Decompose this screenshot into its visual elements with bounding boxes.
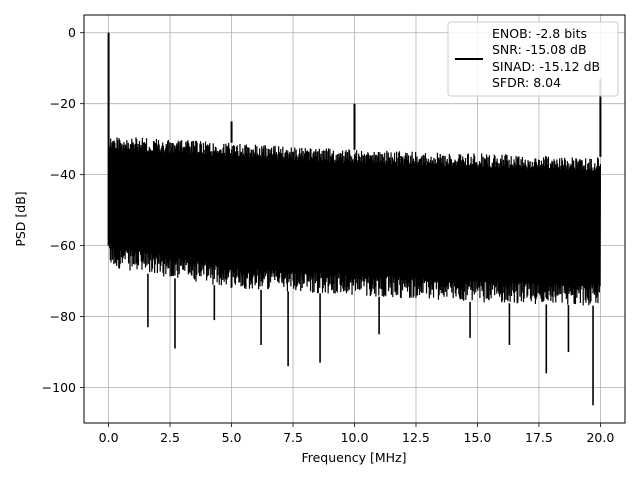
x-tick-label: 12.5 bbox=[402, 430, 430, 445]
x-tick-label: 0.0 bbox=[99, 430, 119, 445]
y-tick-label: −60 bbox=[50, 238, 76, 253]
x-tick-label: 17.5 bbox=[525, 430, 553, 445]
x-tick-label: 15.0 bbox=[464, 430, 492, 445]
y-tick-label: −20 bbox=[50, 96, 76, 111]
legend-box bbox=[447, 21, 619, 97]
legend: ENOB: -2.8 bits SNR: -15.08 dB SINAD: -1… bbox=[447, 21, 619, 97]
legend-text-sfdr: SFDR: 8.04 bbox=[492, 75, 561, 90]
legend-text-enob: ENOB: -2.8 bits bbox=[492, 26, 587, 41]
y-tick-label: −40 bbox=[50, 167, 76, 182]
x-tick-label: 5.0 bbox=[222, 430, 242, 445]
x-tick-label: 7.5 bbox=[283, 430, 303, 445]
x-tick-label: 10.0 bbox=[341, 430, 369, 445]
x-axis-ticks: 0.0 2.5 5.0 7.5 10.0 12.5 15.0 17.5 20.0 bbox=[99, 423, 614, 445]
x-axis-label: Frequency [MHz] bbox=[301, 450, 406, 465]
psd-noise-trace bbox=[107, 137, 602, 306]
legend-text-snr: SNR: -15.08 dB bbox=[492, 42, 587, 57]
y-axis-label: PSD [dB] bbox=[13, 191, 28, 246]
x-tick-label: 2.5 bbox=[160, 430, 180, 445]
plot-series bbox=[107, 32, 602, 406]
x-tick-label: 20.0 bbox=[586, 430, 614, 445]
y-tick-label: −80 bbox=[50, 309, 76, 324]
y-tick-label: 0 bbox=[68, 25, 76, 40]
legend-text-sinad: SINAD: -15.12 dB bbox=[492, 59, 600, 74]
y-axis-ticks: 0 −20 −40 −60 −80 −100 bbox=[42, 25, 84, 395]
y-tick-label: −100 bbox=[42, 380, 76, 395]
